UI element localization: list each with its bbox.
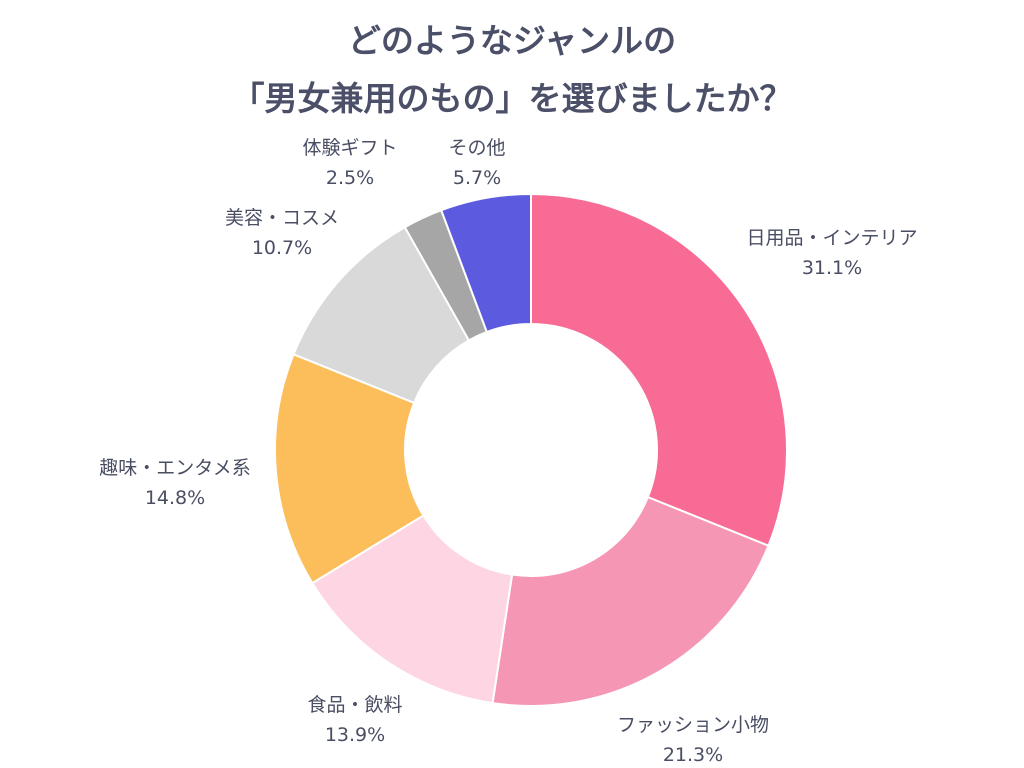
chart-title-line-1: どのようなジャンルの <box>347 21 677 60</box>
slice-label-beauty-cosmetics: 美容・コスメ 10.7% <box>225 203 339 263</box>
chart-title-line-2: 「男女兼用のもの」を選びましたか？ <box>231 79 793 118</box>
slice-label-name: その他 <box>448 137 506 159</box>
slice-label-name: 美容・コスメ <box>224 207 340 229</box>
slice-label-percent: 13.9% <box>324 724 386 746</box>
slice-label-name: 体験ギフト <box>302 137 398 159</box>
slice-label-hobby-entertainment: 趣味・エンタメ系 14.8% <box>99 453 250 513</box>
slice-hobby-entertainment <box>274 352 425 585</box>
slice-label-name: 趣味・エンタメ系 <box>99 457 251 479</box>
slice-label-percent: 14.8% <box>144 487 206 509</box>
slice-other <box>439 192 532 334</box>
slice-label-percent: 5.7% <box>452 167 502 189</box>
slice-label-name: ファッション小物 <box>616 714 770 736</box>
slice-label-other: その他 5.7% <box>448 133 505 193</box>
slice-label-daily-goods: 日用品・インテリア 31.1% <box>746 223 917 283</box>
slice-label-name: 食品・飲料 <box>307 694 403 716</box>
slice-daily-goods <box>530 192 788 548</box>
slice-label-percent: 21.3% <box>662 744 724 766</box>
slice-label-name: 日用品・インテリア <box>746 227 918 249</box>
slice-food-drink <box>310 514 514 705</box>
slice-label-percent: 2.5% <box>325 167 375 189</box>
slice-label-food-drink: 食品・飲料 13.9% <box>307 690 402 750</box>
slice-label-experience-gift: 体験ギフト 2.5% <box>302 133 397 193</box>
slice-label-percent: 31.1% <box>801 257 863 279</box>
slice-fashion-accessories <box>491 495 770 707</box>
slice-label-percent: 10.7% <box>251 237 313 259</box>
slice-label-fashion-accessories: ファッション小物 21.3% <box>617 710 769 768</box>
